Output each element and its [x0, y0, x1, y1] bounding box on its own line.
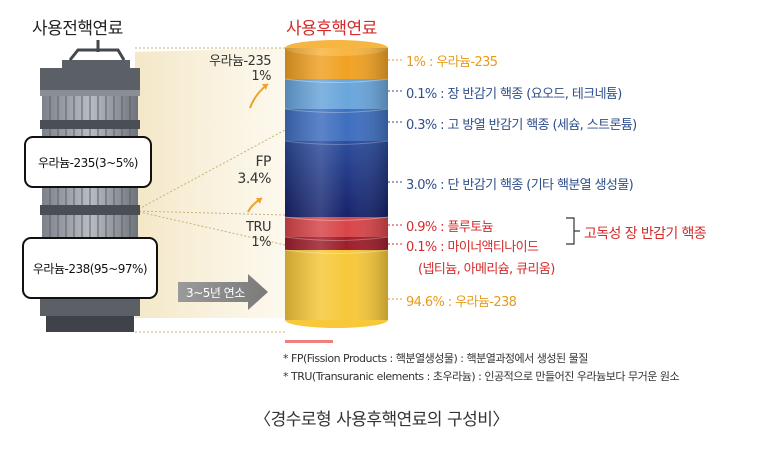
spent-fuel-cylinder — [284, 40, 389, 328]
u235-label-pct: 1% — [251, 69, 271, 84]
annotation-u238: 94.6% : 우라늄-238 — [406, 295, 517, 310]
annotation-short-fp: 3.0% : 단 반감기 핵종 (기타 핵분열 생성물) — [406, 178, 634, 193]
annotation-heat-fp: 0.3% : 고 방열 반감기 핵종 (세슘, 스트론튬) — [406, 118, 637, 133]
fp-cylinder-label: FP 3.4% — [237, 154, 271, 188]
u235-fresh-box: 우라늄-235(3~5%) — [24, 136, 152, 188]
annotation-long-fp: 0.1% : 장 반감기 핵종 (요오드, 테크네튬) — [406, 87, 622, 102]
u235-label-name: 우라늄-235 — [209, 54, 271, 69]
footnote-tru: * TRU(Transuranic elements : 초우라늄) : 인공적… — [283, 370, 680, 383]
burnup-arrow-label: 3~5년 연소 — [186, 286, 245, 300]
tru-label-name: TRU — [246, 220, 272, 235]
footnote-fp: * FP(Fission Products : 핵분열생성물) : 핵분열과정에… — [283, 352, 588, 365]
spent-fuel-title: 사용후핵연료 — [286, 19, 377, 39]
group-label-high-toxicity: 고독성 장 반감기 핵종 — [584, 226, 707, 242]
fp-label-pct: 3.4% — [237, 171, 271, 187]
u238-fresh-box: 우라늄-238(95~97%) — [22, 237, 158, 299]
fresh-fuel-title: 사용전핵연료 — [32, 19, 123, 39]
fp-label-name: FP — [255, 154, 272, 170]
annotation-minor-actinide-detail: (넵티늄, 아메리슘, 큐리움) — [418, 262, 555, 277]
annotation-plutonium: 0.9% : 플루토늄 — [406, 220, 494, 235]
tru-label-pct: 1% — [251, 235, 271, 250]
burnup-arrow — [178, 274, 268, 310]
tru-cylinder-label: TRU 1% — [246, 220, 272, 250]
figure-caption: 〈경수로형 사용후핵연료의 구성비〉 — [254, 410, 509, 430]
annotation-minor-actinide: 0.1% : 마이너액티나이드 — [406, 240, 539, 255]
annotation-u235: 1% : 우라늄-235 — [406, 55, 498, 70]
u235-cylinder-label: 우라늄-235 1% — [209, 54, 271, 84]
projection-beam — [135, 48, 285, 318]
group-bracket — [566, 217, 575, 245]
